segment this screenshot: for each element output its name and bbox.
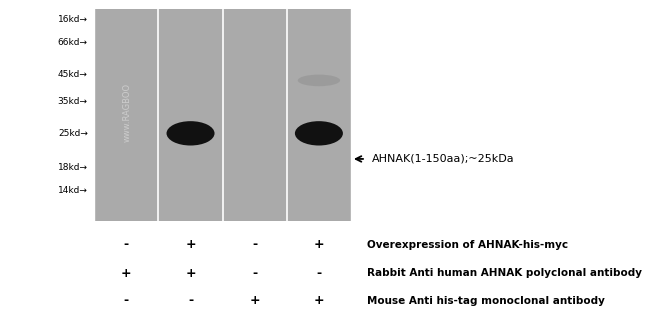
Text: Overexpression of AHNAK-his-myc: Overexpression of AHNAK-his-myc xyxy=(367,240,568,250)
Ellipse shape xyxy=(298,75,340,86)
Text: -: - xyxy=(317,267,322,280)
Text: 18kd→: 18kd→ xyxy=(58,163,88,172)
Ellipse shape xyxy=(295,121,343,145)
Text: -: - xyxy=(188,294,193,307)
Text: +: + xyxy=(185,267,196,280)
Text: +: + xyxy=(313,294,324,307)
Text: AHNAK(1-150aa);~25kDa: AHNAK(1-150aa);~25kDa xyxy=(372,154,514,164)
Ellipse shape xyxy=(166,121,214,145)
Text: -: - xyxy=(252,238,257,252)
Text: www.RAGBOO: www.RAGBOO xyxy=(122,82,131,142)
Text: 16kd→: 16kd→ xyxy=(58,15,88,23)
Text: Rabbit Anti human AHNAK polyclonal antibody: Rabbit Anti human AHNAK polyclonal antib… xyxy=(367,268,642,278)
Text: Mouse Anti his-tag monoclonal antibody: Mouse Anti his-tag monoclonal antibody xyxy=(367,296,605,306)
Text: 14kd→: 14kd→ xyxy=(58,186,88,195)
Text: -: - xyxy=(124,294,129,307)
Text: 66kd→: 66kd→ xyxy=(58,38,88,47)
Bar xyxy=(94,9,351,221)
Text: -: - xyxy=(252,267,257,280)
Text: -: - xyxy=(124,238,129,252)
Text: 25kd→: 25kd→ xyxy=(58,129,88,138)
Text: +: + xyxy=(250,294,260,307)
Text: 45kd→: 45kd→ xyxy=(58,70,88,79)
Text: +: + xyxy=(121,267,132,280)
Text: +: + xyxy=(313,238,324,252)
Text: +: + xyxy=(185,238,196,252)
Text: 35kd→: 35kd→ xyxy=(58,97,88,106)
